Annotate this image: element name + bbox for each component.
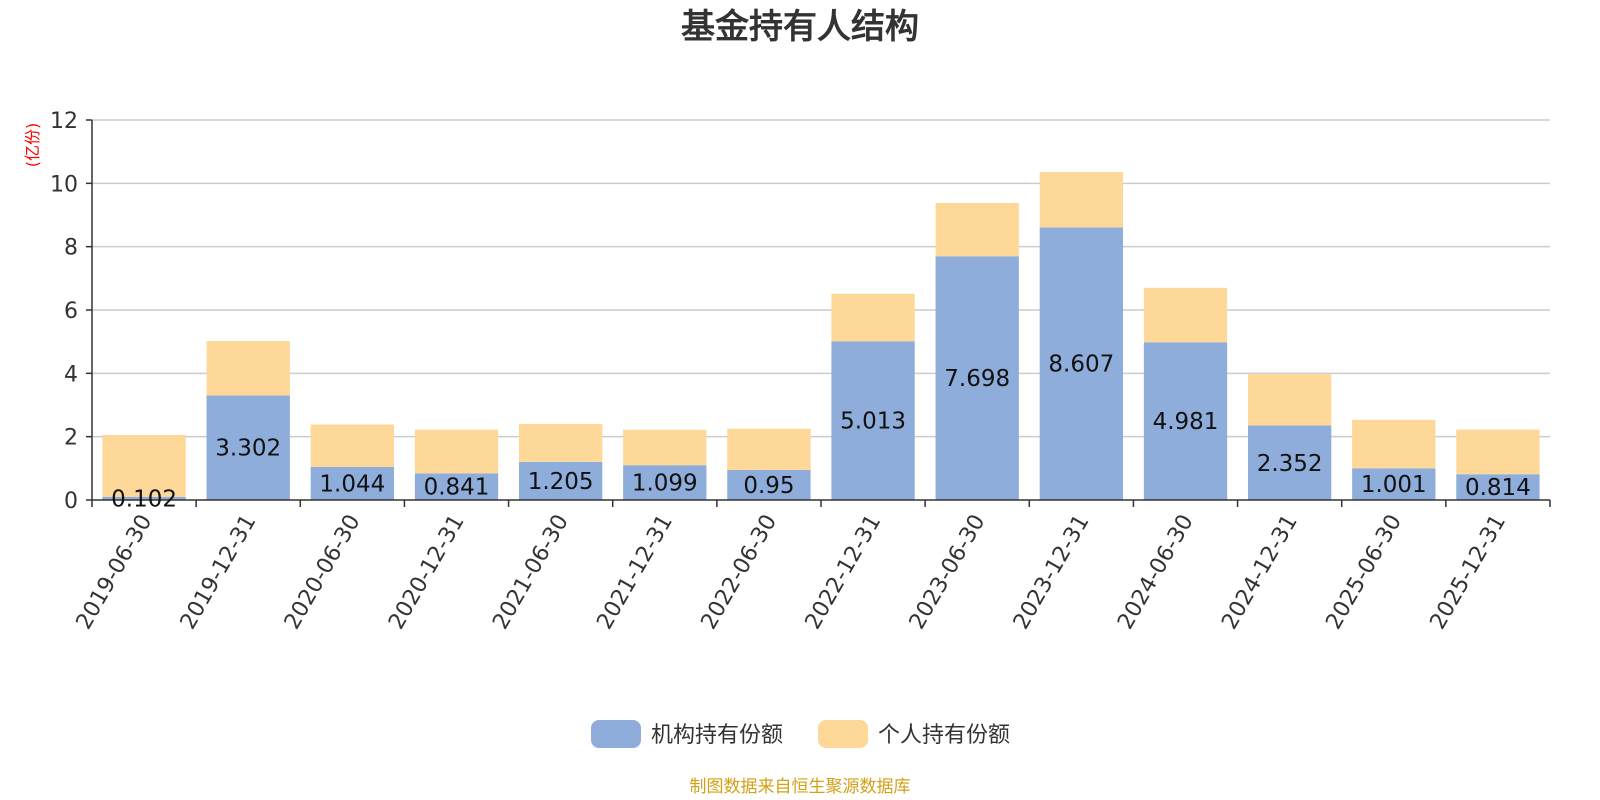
bar-individual [623, 429, 707, 466]
bar-individual [1143, 287, 1228, 343]
data-label: 3.302 [215, 436, 281, 462]
bar-institutional [1143, 342, 1228, 500]
data-label: 8.607 [1048, 352, 1114, 378]
x-tick-label: 2021-06-30 [488, 511, 574, 634]
bars [102, 172, 1540, 500]
x-tick-label: 2025-06-30 [1321, 511, 1407, 634]
y-tick-label: 4 [64, 362, 78, 387]
bar-institutional [310, 466, 395, 500]
source-note: 制图数据来自恒生聚源数据库 [690, 777, 911, 797]
x-tick-label: 2025-12-31 [1426, 511, 1512, 634]
data-label: 1.099 [632, 471, 698, 497]
bar-individual [1247, 374, 1332, 426]
data-label: 5.013 [840, 409, 906, 435]
legend-item-label[interactable]: 个人持有份额 [878, 723, 1010, 748]
x-tick-label: 2019-12-31 [176, 511, 262, 634]
data-label: 0.841 [424, 475, 490, 501]
bar-institutional [727, 469, 811, 500]
x-tick-label: 2021-12-31 [592, 511, 678, 634]
chart-title: 基金持有人结构 [681, 7, 919, 47]
bar-institutional [518, 461, 603, 500]
y-tick-label: 2 [64, 426, 78, 451]
bar-individual [1039, 172, 1124, 228]
x-tick-label: 2022-12-31 [801, 511, 887, 634]
bar-individual [206, 340, 290, 396]
bar-institutional [1247, 425, 1332, 500]
legend-swatch [591, 720, 641, 748]
bar-individual [102, 435, 186, 497]
bar-institutional [1039, 227, 1124, 500]
bar-individual [1352, 419, 1436, 469]
legend-item-label[interactable]: 机构持有份额 [651, 723, 783, 748]
data-labels: 0.102 3.302 1.044 0.841 1.205 1.099 0.95 5.013 7… [111, 352, 1531, 513]
x-tick-label: 2024-06-30 [1113, 511, 1199, 634]
bar-institutional [206, 395, 290, 500]
data-label: 0.95 [743, 473, 794, 499]
bar-institutional [1352, 468, 1436, 500]
bar-individual [935, 203, 1019, 257]
bar-individual [310, 424, 395, 467]
y-tick-label: 0 [64, 489, 78, 514]
data-label: 1.205 [528, 469, 594, 495]
legend[interactable]: 机构持有份额 个人持有份额 [591, 720, 1010, 748]
bar-individual [1456, 429, 1540, 475]
y-tick-label: 10 [50, 172, 78, 197]
x-tick-label: 2024-12-31 [1217, 511, 1303, 634]
x-tick-label: 2020-06-30 [280, 511, 366, 634]
bar-institutional [102, 496, 186, 500]
x-tick-label: 2023-06-30 [905, 511, 991, 634]
bar-individual [831, 293, 915, 342]
y-tick-label: 8 [64, 236, 78, 261]
data-label: 0.814 [1465, 475, 1531, 501]
data-label: 1.044 [319, 471, 385, 497]
data-label: 1.001 [1361, 472, 1427, 498]
y-tick-label: 6 [64, 299, 78, 324]
y-axis-unit-label: (亿份) [23, 123, 42, 168]
bar-institutional [831, 341, 915, 500]
bar-institutional [623, 465, 707, 500]
bar-individual [727, 428, 811, 470]
x-tick-label: 2019-06-30 [72, 511, 158, 634]
data-label: 2.352 [1257, 451, 1323, 477]
bar-institutional [1456, 474, 1540, 500]
data-label: 4.981 [1153, 409, 1219, 435]
bar-individual [414, 429, 499, 474]
legend-swatch [818, 720, 868, 748]
y-tick-label: 12 [50, 109, 78, 134]
bar-institutional [935, 256, 1019, 500]
x-tick-label: 2023-12-31 [1009, 511, 1095, 634]
data-label: 0.102 [111, 486, 177, 512]
x-tick-label: 2022-06-30 [697, 511, 783, 634]
data-label: 7.698 [944, 366, 1010, 392]
x-tick-label: 2020-12-31 [384, 511, 470, 634]
bar-individual [518, 423, 603, 462]
bar-institutional [414, 473, 499, 500]
